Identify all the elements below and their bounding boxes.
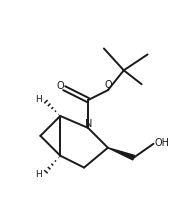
Text: H: H: [36, 170, 42, 179]
Polygon shape: [108, 148, 135, 160]
Text: OH: OH: [155, 138, 170, 148]
Text: N: N: [85, 118, 93, 129]
Text: O: O: [56, 81, 64, 91]
Text: O: O: [104, 80, 112, 90]
Text: H: H: [36, 95, 42, 103]
